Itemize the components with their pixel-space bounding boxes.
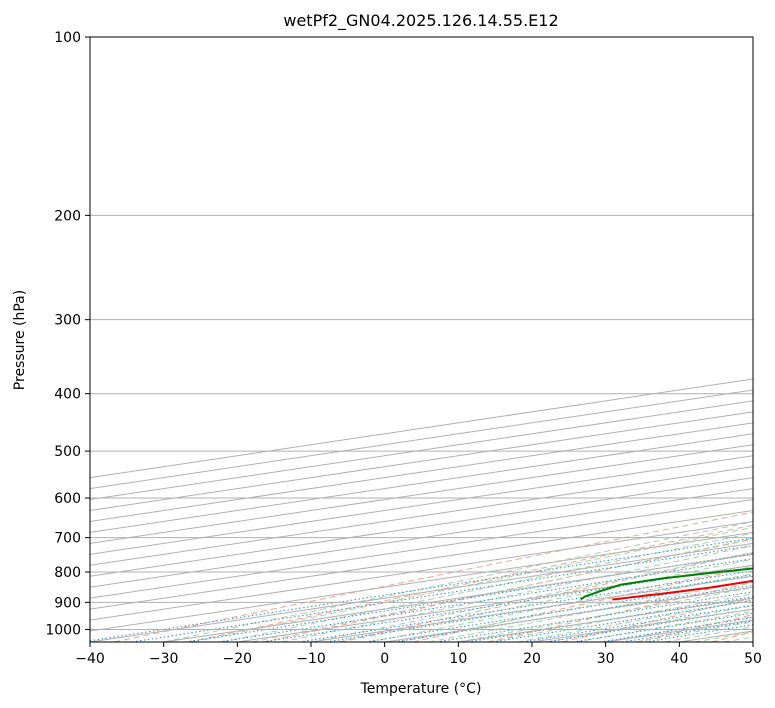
y-tick-label: 700	[54, 531, 81, 547]
x-tick-label: 10	[449, 651, 467, 667]
moist-adiabat-line	[399, 573, 753, 642]
isotherm-line	[90, 444, 753, 544]
y-tick-label: 100	[54, 30, 81, 46]
y-tick-label: 300	[54, 313, 81, 329]
x-tick-label: 50	[744, 651, 762, 667]
mixing-ratio-line	[365, 580, 753, 642]
mixing-ratio-lines	[90, 537, 753, 642]
chart-title: wetPf2_GN04.2025.126.14.55.E12	[283, 11, 558, 31]
x-tick-label: −20	[223, 651, 253, 667]
isotherm-line	[90, 455, 753, 555]
isotherm-line	[90, 466, 753, 566]
y-tick-label: 200	[54, 208, 81, 224]
moist-adiabat-line	[487, 593, 753, 642]
isobars	[90, 37, 753, 630]
y-axis: 100 200 300 400 500 600 700 800 900 1000	[45, 30, 90, 638]
x-tick-label: 0	[380, 651, 389, 667]
y-tick-label: 500	[54, 444, 81, 460]
dry-adiabat-line	[188, 524, 753, 642]
plot-area: 0.10.20.40.611.52346810131620253036-100-…	[90, 37, 753, 642]
isotherm-line	[90, 531, 753, 632]
isotherm-line	[90, 477, 753, 577]
moist-adiabat-line	[340, 558, 753, 642]
x-tick-label: −10	[296, 651, 326, 667]
y-tick-label: 1000	[45, 622, 81, 638]
mixing-ratio-line	[299, 570, 753, 642]
x-axis-label: Temperature (°C)	[360, 681, 482, 697]
y-axis-label: Pressure (hPa)	[12, 290, 28, 390]
x-tick-label: 40	[670, 651, 688, 667]
isotherms	[90, 378, 753, 642]
isotherm-line	[90, 499, 753, 599]
x-tick-label: 20	[523, 651, 541, 667]
isotherm-line	[90, 509, 753, 610]
moist-adiabat-line	[458, 586, 753, 642]
y-tick-label: 900	[54, 595, 81, 611]
dry-adiabat-line	[114, 511, 753, 642]
isotherm-line	[90, 488, 753, 588]
y-tick-label: 400	[54, 387, 81, 403]
y-tick-label: 800	[54, 565, 81, 581]
mixing-ratio-line	[325, 574, 753, 642]
y-tick-label: 600	[54, 491, 81, 507]
isotherm-line	[90, 520, 753, 621]
x-tick-label: 30	[597, 651, 615, 667]
x-axis: −40 −30 −20 −10 0 10 20 30 40 50	[75, 642, 762, 667]
x-tick-label: −40	[75, 651, 105, 667]
dry-adiabats	[114, 511, 753, 642]
plot-frame	[89, 36, 754, 643]
x-tick-label: −30	[149, 651, 179, 667]
